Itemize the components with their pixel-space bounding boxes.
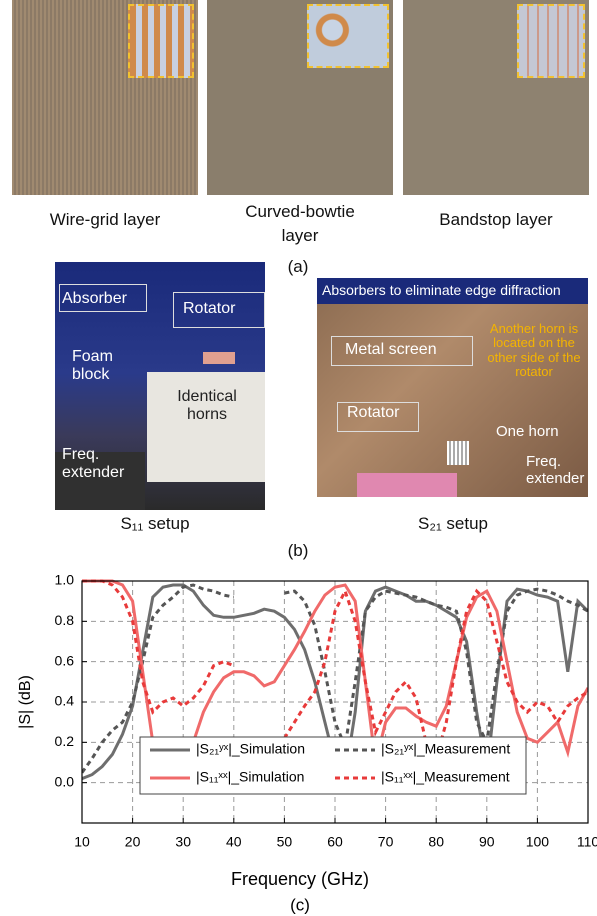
annotation: Freq. extender [62, 446, 142, 481]
inset [517, 4, 585, 78]
annotation: Identical horns [165, 388, 249, 423]
legend-label: |S₂₁ʸˣ|_Measurement [381, 741, 510, 757]
annotation: Rotator [347, 404, 399, 422]
panel-caption: S₂₁ setup [393, 514, 513, 534]
legend-label: |S₂₁ʸˣ|_Simulation [196, 741, 305, 757]
x-tick-label: 60 [327, 834, 343, 850]
y-tick-label: 0.4 [55, 693, 75, 709]
caption: (c) [290, 895, 310, 914]
panel-label: Wire-grid layer [12, 210, 198, 230]
platform [357, 473, 457, 497]
panel-label: Curved-bowtie layer [232, 200, 368, 248]
series-line [82, 581, 588, 759]
panel-label: Bandstop layer [403, 210, 589, 230]
inset [128, 4, 194, 78]
y-tick-label: 0.2 [55, 733, 75, 749]
photo-bandstop [403, 0, 589, 195]
x-tick-label: 80 [428, 834, 444, 850]
annotation: Absorbers to eliminate edge diffraction [322, 283, 561, 298]
y-axis-label: |S| (dB) [17, 675, 34, 729]
y-tick-label: 0.6 [55, 652, 75, 668]
rotator [203, 352, 235, 364]
y-tick-label: 0.0 [55, 773, 75, 789]
inset [307, 4, 389, 68]
annotation: Freq. extender [526, 454, 586, 487]
annotation: Absorber [62, 290, 127, 308]
photo-curved-bowtie [207, 0, 393, 195]
x-tick-label: 100 [526, 834, 550, 850]
legend-label: |S₁₁ˣˣ|_Measurement [381, 769, 510, 785]
caption: (b) [268, 541, 328, 561]
x-tick-label: 40 [226, 834, 242, 850]
legend-label: |S₁₁ˣˣ|_Simulation [196, 769, 304, 785]
y-tick-label: 0.8 [55, 612, 75, 628]
x-axis-label: Frequency (GHz) [231, 869, 369, 889]
y-tick-label: 1.0 [55, 572, 75, 588]
x-tick-label: 10 [74, 834, 90, 850]
photo-wire-grid [12, 0, 198, 195]
annotation: Another horn is located on the other sid… [480, 322, 588, 379]
figure: {"panel_a": {"labels": ["Wire-grid layer… [0, 0, 597, 916]
panel-caption: S₁₁ setup [95, 514, 215, 534]
annotation: Metal screen [345, 341, 437, 359]
annotation: Foam block [72, 348, 132, 383]
x-tick-label: 70 [378, 834, 394, 850]
x-tick-label: 30 [175, 834, 191, 850]
x-tick-label: 90 [479, 834, 495, 850]
annotation: Rotator [183, 300, 235, 318]
x-tick-label: 50 [277, 834, 293, 850]
chart: Frequency (GHz) (c) |S| (dB) 0.0 0.2 0.4 0.… [0, 560, 597, 916]
x-tick-label: 110 [577, 834, 597, 850]
annotation: One horn [496, 424, 559, 441]
x-tick-label: 20 [125, 834, 141, 850]
caption: (a) [268, 257, 328, 277]
sample [447, 441, 469, 465]
